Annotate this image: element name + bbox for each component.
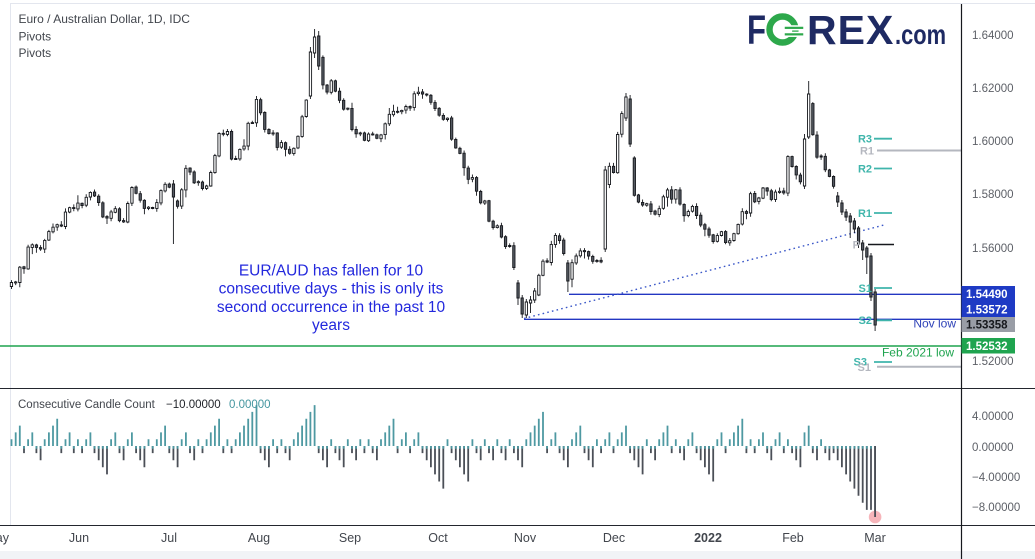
svg-text:1.53358: 1.53358 [966, 320, 1008, 332]
svg-text:S1: S1 [858, 362, 871, 374]
svg-text:P: P [853, 240, 860, 252]
svg-text:1.52532: 1.52532 [966, 341, 1008, 353]
svg-text:1.54490: 1.54490 [966, 289, 1008, 301]
svg-text:Oct: Oct [428, 531, 448, 545]
svg-text:Jun: Jun [69, 531, 89, 545]
svg-text:4.00000: 4.00000 [972, 411, 1014, 423]
svg-text:consecutive days - this is onl: consecutive days - this is only its [219, 281, 444, 298]
svg-text:Nov low: Nov low [913, 317, 956, 331]
svg-text:REX: REX [807, 7, 894, 53]
svg-text:May: May [0, 531, 10, 545]
svg-text:Euro / Australian Dollar, 1D,: Euro / Australian Dollar, 1D, IDC [19, 12, 191, 26]
svg-text:Sep: Sep [339, 531, 361, 545]
svg-text:S2: S2 [859, 315, 872, 327]
svg-text:1.60000: 1.60000 [972, 136, 1014, 148]
svg-text:Consecutive Candle Count: Consecutive Candle Count [18, 399, 156, 411]
svg-text:second occurrence in the past: second occurrence in the past 10 [217, 299, 446, 316]
svg-text:Pivots: Pivots [19, 46, 52, 60]
svg-text:1.53572: 1.53572 [966, 304, 1008, 316]
svg-text:Dec: Dec [603, 531, 625, 545]
svg-text:F: F [747, 7, 766, 53]
svg-text:1.64000: 1.64000 [972, 30, 1014, 42]
svg-text:years: years [312, 317, 350, 334]
svg-text:Feb 2021 low: Feb 2021 low [882, 346, 954, 360]
svg-text:Nov: Nov [514, 531, 537, 545]
svg-text:Feb: Feb [782, 531, 804, 545]
svg-text:0.00000: 0.00000 [972, 442, 1014, 454]
svg-text:1.62000: 1.62000 [972, 83, 1014, 95]
svg-text:1.52000: 1.52000 [972, 356, 1014, 368]
svg-text:R2: R2 [858, 164, 872, 176]
svg-text:−10.00000: −10.00000 [166, 399, 221, 411]
svg-text:EUR/AUD has fallen for 10: EUR/AUD has fallen for 10 [239, 263, 424, 280]
svg-text:Aug: Aug [248, 531, 270, 545]
svg-text:S3: S3 [854, 357, 867, 369]
svg-text:S1: S1 [859, 283, 872, 295]
svg-text:−4.00000: −4.00000 [972, 472, 1020, 484]
svg-text:Pivots: Pivots [19, 30, 52, 44]
svg-text:0.00000: 0.00000 [229, 399, 271, 411]
svg-text:−8.00000: −8.00000 [972, 502, 1020, 514]
svg-text:2022: 2022 [694, 531, 722, 545]
svg-text:R1: R1 [858, 208, 872, 220]
svg-text:.com: .com [895, 19, 946, 50]
svg-text:R1: R1 [860, 146, 874, 158]
svg-text:1.56000: 1.56000 [972, 243, 1014, 255]
svg-text:1.58000: 1.58000 [972, 189, 1014, 201]
svg-text:Jul: Jul [161, 531, 177, 545]
svg-text:Mar: Mar [864, 531, 886, 545]
svg-text:R3: R3 [858, 134, 872, 146]
